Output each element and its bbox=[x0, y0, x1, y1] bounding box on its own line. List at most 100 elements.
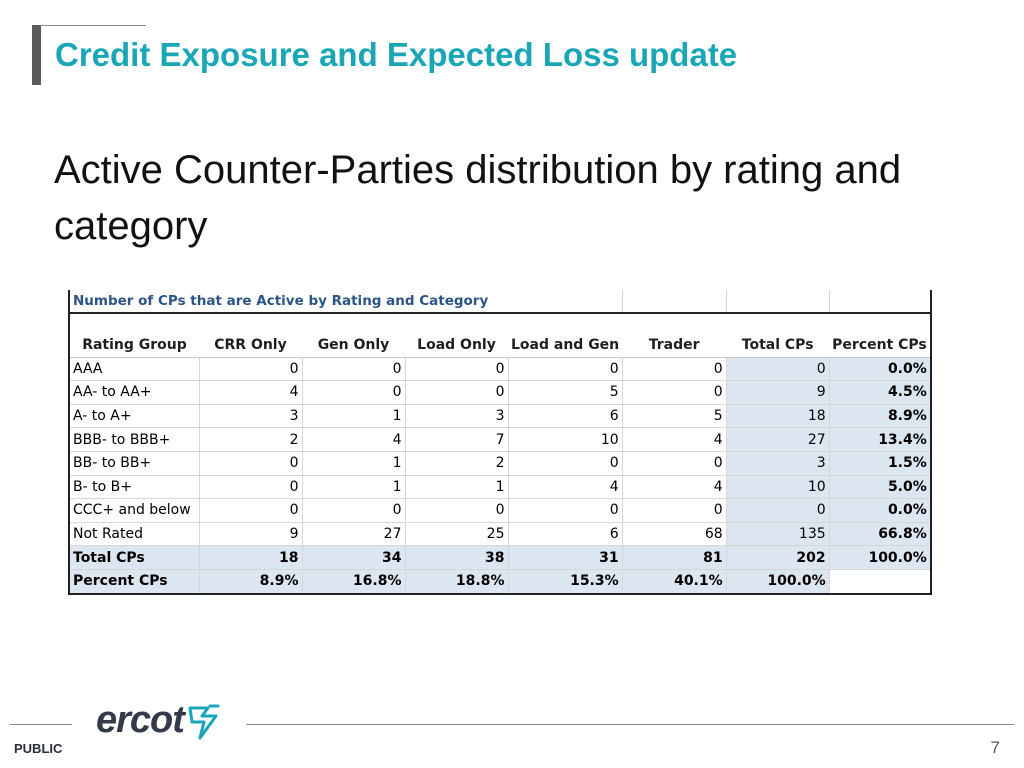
table-cell: 7 bbox=[405, 427, 509, 452]
caption-spacer bbox=[622, 290, 727, 313]
table-cell: 27 bbox=[302, 522, 406, 547]
table-cell: 6 bbox=[508, 404, 623, 429]
slide-subtitle: Active Counter-Parties distribution by r… bbox=[54, 148, 902, 248]
footer-rule-left bbox=[10, 724, 72, 725]
rating-group-cell: A- to A+ bbox=[69, 404, 200, 429]
table-cell: 0 bbox=[508, 451, 623, 476]
table-cell: 34 bbox=[302, 545, 406, 570]
table-spacer-row bbox=[69, 312, 931, 334]
column-header: Total CPs bbox=[726, 334, 830, 358]
table-cell: 0 bbox=[199, 451, 303, 476]
column-header: Load Only bbox=[405, 334, 508, 358]
table-cell: 4 bbox=[622, 475, 727, 500]
caption-spacer bbox=[829, 290, 931, 313]
table-cell: 8.9% bbox=[829, 404, 932, 429]
table-cell: 38 bbox=[405, 545, 509, 570]
table-cell: 135 bbox=[726, 522, 830, 547]
table-row: AAA 0 0 0 0 0 0 0.0% bbox=[69, 357, 932, 382]
percent-cps-row: Percent CPs 8.9% 16.8% 18.8% 15.3% 40.1% 100.0… bbox=[69, 569, 932, 595]
cp-distribution-table-wrapper: Number of CPs that are Active by Rating … bbox=[68, 290, 932, 595]
table-cell: 0 bbox=[622, 380, 727, 405]
table-cell: 18 bbox=[199, 545, 303, 570]
caption-spacer bbox=[508, 290, 623, 313]
table-cell: 31 bbox=[508, 545, 623, 570]
table-cell: 0 bbox=[302, 498, 406, 523]
table-cell: 0 bbox=[622, 357, 727, 382]
table-cell: 10 bbox=[726, 475, 830, 500]
column-header: Load and Gen bbox=[508, 334, 623, 358]
row-label-cell: Percent CPs bbox=[69, 569, 200, 595]
table-cell: 6 bbox=[508, 522, 623, 547]
rating-group-cell: BBB- to BBB+ bbox=[69, 427, 200, 452]
table-cell: 3 bbox=[405, 404, 509, 429]
table-cell: 0 bbox=[726, 357, 830, 382]
page-number: 7 bbox=[990, 738, 1000, 757]
table-cell: 68 bbox=[622, 522, 727, 547]
table-row: BB- to BB+ 0 1 2 0 0 3 1.5% bbox=[69, 451, 932, 476]
title-accent-bar bbox=[32, 25, 41, 85]
table-cell: 3 bbox=[726, 451, 830, 476]
table-cell: 4 bbox=[622, 427, 727, 452]
table-cell: 0 bbox=[199, 357, 303, 382]
table-cell: 8.9% bbox=[199, 569, 303, 595]
table-cell: 0 bbox=[199, 475, 303, 500]
table-cell: 4 bbox=[199, 380, 303, 405]
column-header: Trader bbox=[622, 334, 727, 358]
table-cell: 5 bbox=[622, 404, 727, 429]
table-cell: 5 bbox=[508, 380, 623, 405]
table-cell: 2 bbox=[405, 451, 509, 476]
table-cell: 9 bbox=[726, 380, 830, 405]
table-cell: 0.0% bbox=[829, 498, 932, 523]
ercot-logo-mark-icon bbox=[188, 704, 220, 739]
row-label-cell: Total CPs bbox=[69, 545, 200, 570]
table-cell: 18.8% bbox=[405, 569, 509, 595]
table-cell: 100.0% bbox=[726, 569, 830, 595]
table-cell: 15.3% bbox=[508, 569, 623, 595]
table-cell: 18 bbox=[726, 404, 830, 429]
footer-rule-right bbox=[246, 724, 1014, 725]
rating-group-cell: CCC+ and below bbox=[69, 498, 200, 523]
total-cps-row: Total CPs 18 34 38 31 81 202 100.0% bbox=[69, 545, 932, 570]
table-cell: 0 bbox=[726, 498, 830, 523]
table-caption-row: Number of CPs that are Active by Rating … bbox=[69, 290, 931, 313]
title-accent-rule bbox=[41, 25, 146, 26]
table-cell: 40.1% bbox=[622, 569, 727, 595]
column-header: Gen Only bbox=[302, 334, 405, 358]
table-cell: 16.8% bbox=[302, 569, 406, 595]
table-cell: 1.5% bbox=[829, 451, 932, 476]
table-cell: 1 bbox=[405, 475, 509, 500]
table-cell: 25 bbox=[405, 522, 509, 547]
table-cell: 9 bbox=[199, 522, 303, 547]
table-cell bbox=[829, 569, 932, 595]
table-cell: 4.5% bbox=[829, 380, 932, 405]
table-row: CCC+ and below 0 0 0 0 0 0 0.0% bbox=[69, 498, 932, 523]
table-cell: 0 bbox=[405, 380, 509, 405]
table-cell: 0 bbox=[302, 380, 406, 405]
slide-title: Credit Exposure and Expected Loss update bbox=[55, 36, 738, 73]
table-cell: 0 bbox=[405, 498, 509, 523]
table-cell: 0 bbox=[405, 357, 509, 382]
table-cell: 0 bbox=[622, 498, 727, 523]
column-header: Rating Group bbox=[69, 334, 199, 358]
table-cell: 0 bbox=[199, 498, 303, 523]
table-cell: 3 bbox=[199, 404, 303, 429]
column-header: CRR Only bbox=[199, 334, 302, 358]
table-cell: 1 bbox=[302, 404, 406, 429]
table-cell: 10 bbox=[508, 427, 623, 452]
table-cell: 13.4% bbox=[829, 427, 932, 452]
table-cell: 0 bbox=[508, 357, 623, 382]
table-cell: 4 bbox=[302, 427, 406, 452]
table-caption: Number of CPs that are Active by Rating … bbox=[73, 293, 489, 309]
rating-group-cell: B- to B+ bbox=[69, 475, 200, 500]
table-row: B- to B+ 0 1 1 4 4 10 5.0% bbox=[69, 475, 932, 500]
caption-spacer bbox=[726, 290, 830, 313]
table-cell: 81 bbox=[622, 545, 727, 570]
table-cell: 202 bbox=[726, 545, 830, 570]
column-header: Percent CPs bbox=[829, 334, 931, 358]
table-cell: 1 bbox=[302, 475, 406, 500]
table-cell: 4 bbox=[508, 475, 623, 500]
ercot-logo: ercot bbox=[96, 699, 222, 742]
ercot-logo-text: ercot bbox=[96, 699, 185, 741]
table-row: BBB- to BBB+ 2 4 7 10 4 27 13.4% bbox=[69, 427, 932, 452]
table-row: A- to A+ 3 1 3 6 5 18 8.9% bbox=[69, 404, 932, 429]
